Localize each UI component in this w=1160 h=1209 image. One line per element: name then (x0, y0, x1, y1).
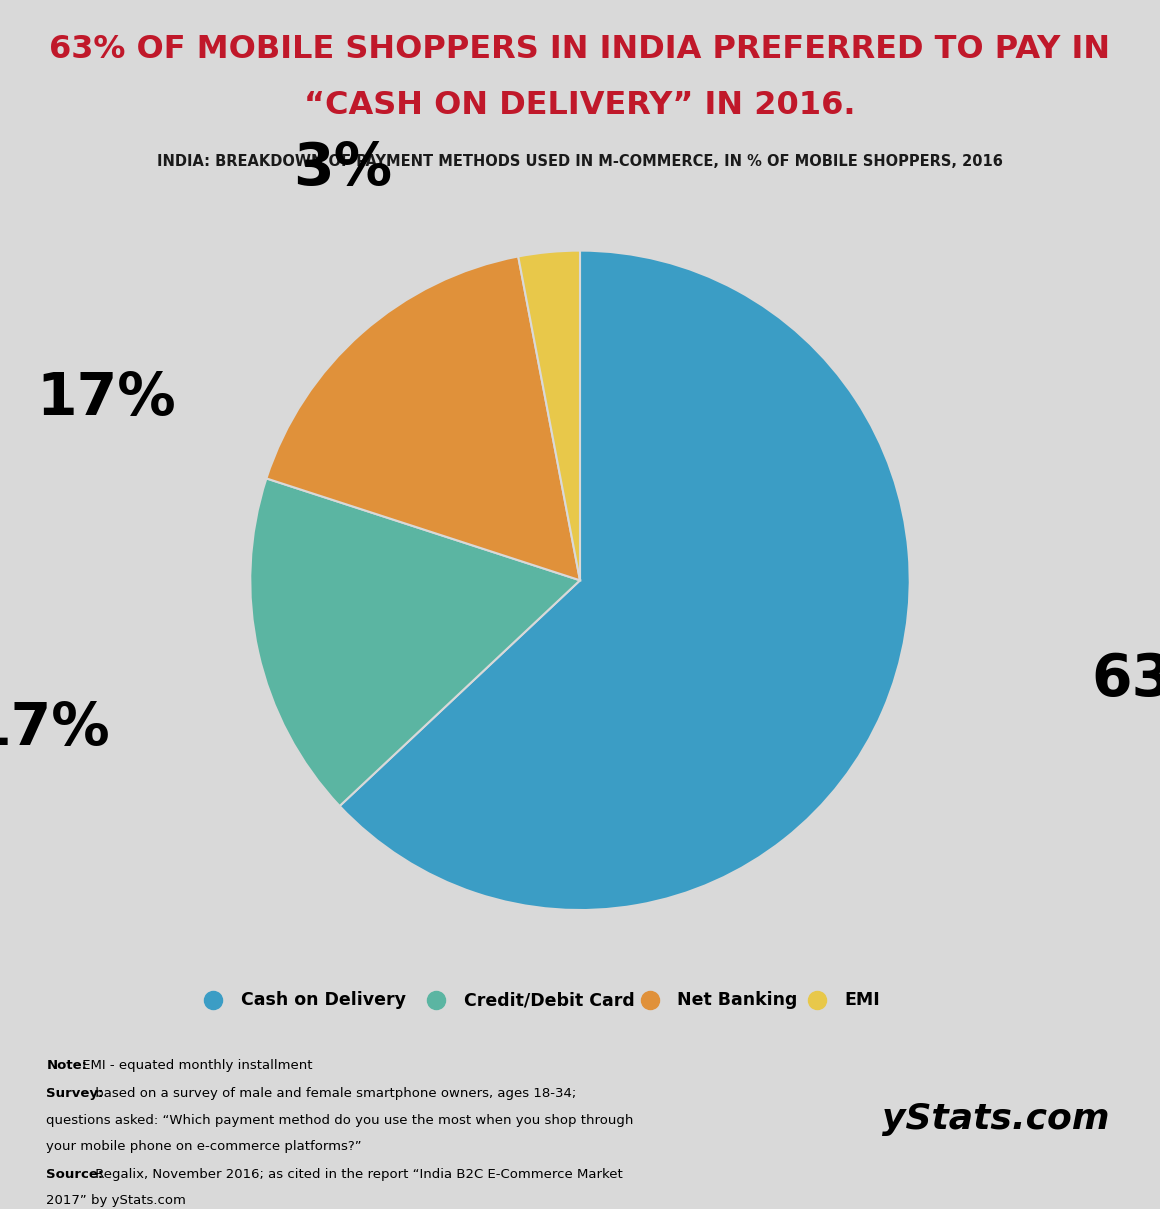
Text: 17%: 17% (36, 370, 175, 428)
Text: Survey:: Survey: (46, 1087, 103, 1100)
Text: INDIA: BREAKDOWN OF PAYMENT METHODS USED IN M-COMMERCE, IN % OF MOBILE SHOPPERS,: INDIA: BREAKDOWN OF PAYMENT METHODS USED… (157, 154, 1003, 169)
Text: Note:: Note: (46, 1059, 87, 1072)
Wedge shape (267, 256, 580, 580)
Text: 2017” by yStats.com: 2017” by yStats.com (46, 1194, 187, 1208)
Text: EMI: EMI (844, 991, 880, 1010)
Text: 17%: 17% (0, 700, 110, 757)
Text: based on a survey of male and female smartphone owners, ages 18-34;: based on a survey of male and female sma… (90, 1087, 577, 1100)
Text: Cash on Delivery: Cash on Delivery (241, 991, 406, 1010)
Text: yStats.com: yStats.com (882, 1103, 1109, 1136)
Text: your mobile phone on e-commerce platforms?”: your mobile phone on e-commerce platform… (46, 1140, 362, 1153)
Wedge shape (251, 479, 580, 806)
Text: Net Banking: Net Banking (677, 991, 798, 1010)
Text: 63% OF MOBILE SHOPPERS IN INDIA PREFERRED TO PAY IN: 63% OF MOBILE SHOPPERS IN INDIA PREFERRE… (50, 34, 1110, 65)
Text: Regalix, November 2016; as cited in the report “India B2C E-Commerce Market: Regalix, November 2016; as cited in the … (90, 1168, 623, 1181)
Text: EMI - equated monthly installment: EMI - equated monthly installment (79, 1059, 313, 1072)
Text: “CASH ON DELIVERY” IN 2016.: “CASH ON DELIVERY” IN 2016. (304, 89, 856, 121)
Text: Source:: Source: (46, 1168, 103, 1181)
Text: 3%: 3% (293, 140, 392, 197)
Text: 63%: 63% (1092, 650, 1160, 707)
Wedge shape (340, 250, 909, 910)
Text: questions asked: “Which payment method do you use the most when you shop through: questions asked: “Which payment method d… (46, 1115, 633, 1127)
Text: Credit/Debit Card: Credit/Debit Card (464, 991, 635, 1010)
Wedge shape (519, 250, 580, 580)
